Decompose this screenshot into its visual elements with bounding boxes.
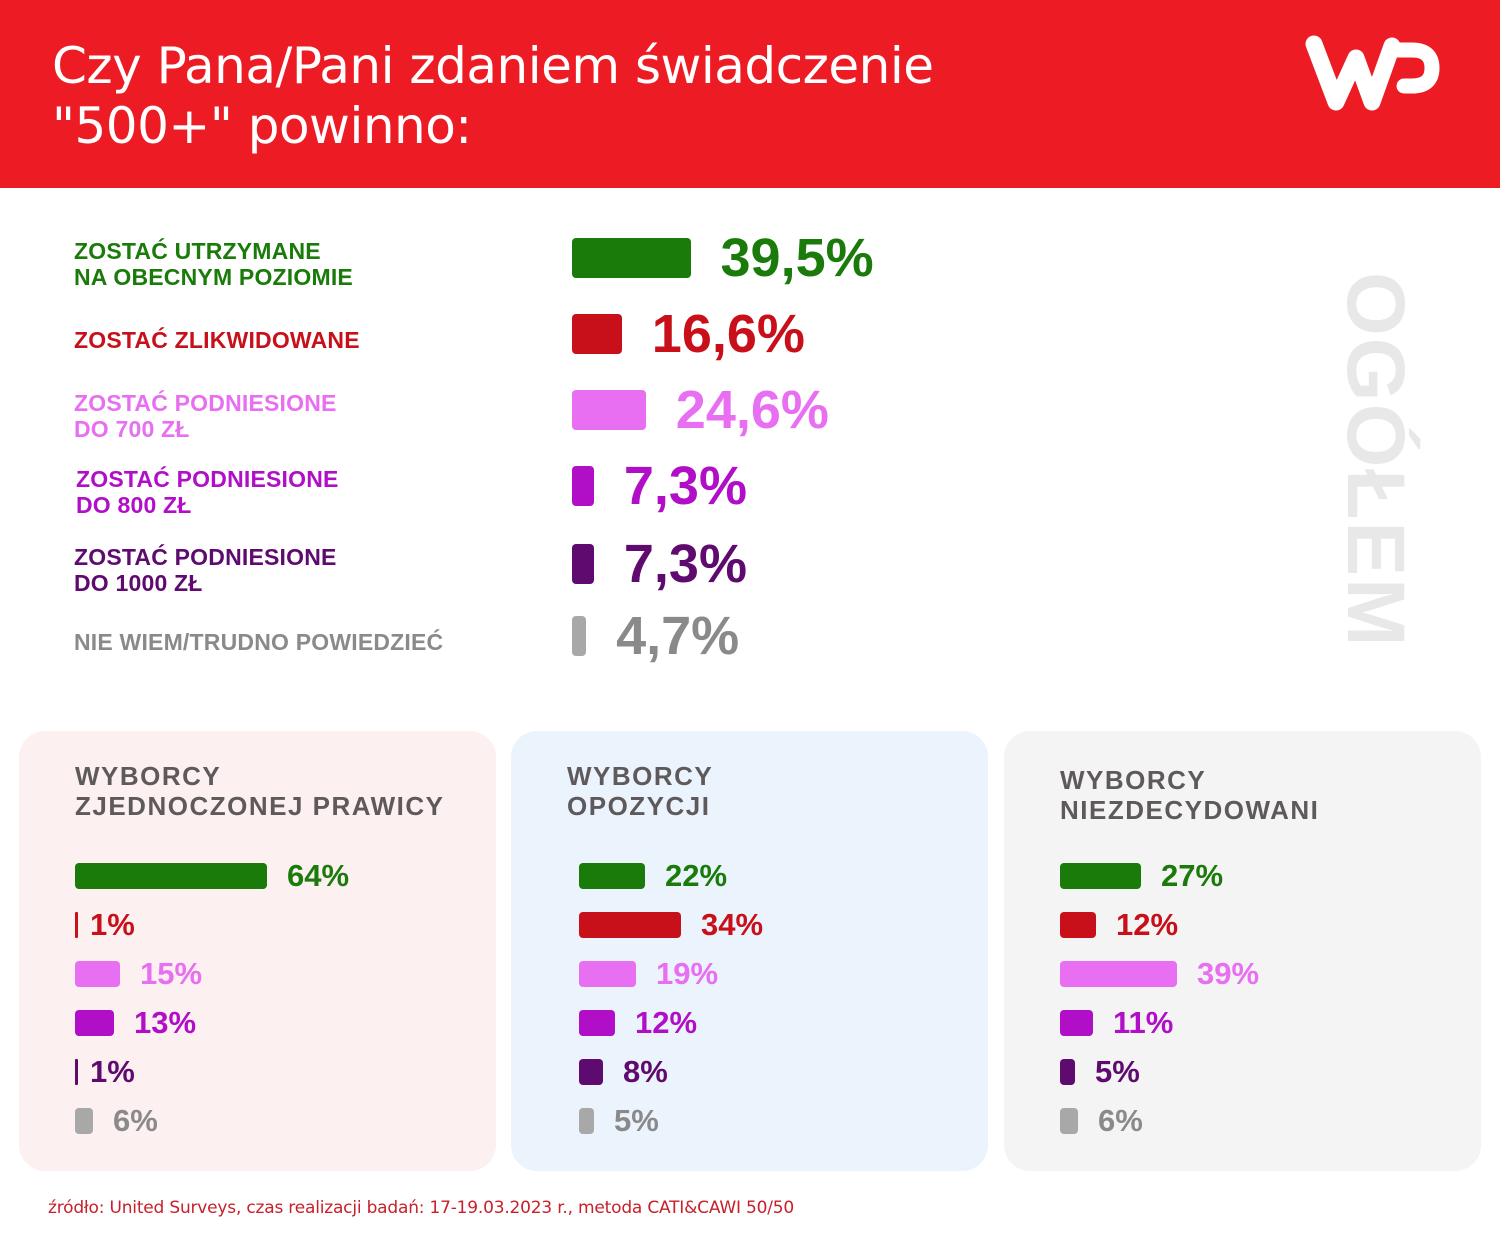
panel-title: WYBORCY ZJEDNOCZONEJ PRAWICY bbox=[75, 761, 445, 821]
value-label: 12% bbox=[1116, 907, 1179, 942]
bar bbox=[1060, 1108, 1078, 1134]
value-label: 1% bbox=[90, 907, 135, 942]
panel-row-abolish: 34% bbox=[579, 907, 999, 942]
panel-row-raise-800: 11% bbox=[1060, 1005, 1480, 1040]
panel-title: WYBORCY OPOZYCJI bbox=[567, 761, 714, 821]
value-label: 8% bbox=[623, 1054, 668, 1089]
overall-row-dont-know: NIE WIEM/TRUDNO POWIEDZIEĆ 4,7% bbox=[0, 608, 1300, 686]
wp-logo-icon bbox=[1305, 35, 1440, 111]
panel-opposition-voters: WYBORCY OPOZYCJI 22% 34% 19% 12% 8% 5% bbox=[511, 731, 988, 1171]
bar bbox=[572, 544, 594, 584]
value-label: 7,3% bbox=[623, 456, 747, 516]
panel-row-raise-800: 12% bbox=[579, 1005, 999, 1040]
panel-row-raise-1000: 5% bbox=[1060, 1054, 1480, 1089]
category-label: ZOSTAĆ UTRZYMANE NA OBECNYM POZIOMIE bbox=[74, 238, 353, 290]
value-label: 6% bbox=[113, 1103, 158, 1138]
source-note: źródło: United Surveys, czas realizacji … bbox=[48, 1198, 794, 1218]
bar bbox=[75, 1108, 93, 1134]
panel-row-keep: 22% bbox=[579, 858, 999, 893]
value-label: 7,3% bbox=[623, 534, 747, 594]
bar bbox=[75, 1059, 78, 1085]
bar bbox=[75, 961, 120, 987]
panel-row-dont-know: 6% bbox=[75, 1103, 495, 1138]
category-label: ZOSTAĆ PODNIESIONE DO 700 ZŁ bbox=[74, 390, 337, 442]
bar bbox=[572, 314, 622, 354]
bar bbox=[1060, 863, 1141, 889]
chart-title: Czy Pana/Pani zdaniem świadczenie "500+"… bbox=[52, 37, 934, 155]
overall-row-raise-1000: ZOSTAĆ PODNIESIONE DO 1000 ZŁ 7,3% bbox=[0, 536, 1300, 614]
value-label: 5% bbox=[1095, 1054, 1140, 1089]
bar bbox=[579, 1010, 615, 1036]
panel-row-dont-know: 5% bbox=[579, 1103, 999, 1138]
bar bbox=[579, 912, 681, 938]
panel-row-dont-know: 6% bbox=[1060, 1103, 1480, 1138]
value-label: 19% bbox=[656, 956, 719, 991]
value-label: 15% bbox=[140, 956, 203, 991]
bar bbox=[579, 1059, 603, 1085]
panel-row-raise-700: 39% bbox=[1060, 956, 1480, 991]
value-label: 1% bbox=[90, 1054, 135, 1089]
panel-row-keep: 64% bbox=[75, 858, 495, 893]
bar bbox=[1060, 1010, 1093, 1036]
bar bbox=[1060, 912, 1096, 938]
category-label: NIE WIEM/TRUDNO POWIEDZIEĆ bbox=[74, 629, 444, 655]
value-label: 64% bbox=[287, 858, 350, 893]
overall-row-abolish: ZOSTAĆ ZLIKWIDOWANE 16,6% bbox=[0, 306, 1300, 384]
category-label: ZOSTAĆ ZLIKWIDOWANE bbox=[74, 327, 360, 353]
bar bbox=[572, 390, 646, 430]
bar bbox=[579, 1108, 594, 1134]
panel-row-abolish: 1% bbox=[75, 907, 495, 942]
bar bbox=[1060, 961, 1177, 987]
bar bbox=[75, 1010, 114, 1036]
category-label: ZOSTAĆ PODNIESIONE DO 1000 ZŁ bbox=[74, 544, 337, 596]
value-label: 6% bbox=[1098, 1103, 1143, 1138]
bar bbox=[579, 863, 645, 889]
value-label: 4,7% bbox=[616, 606, 740, 666]
panel-united-right-voters: WYBORCY ZJEDNOCZONEJ PRAWICY 64% 1% 15% 13%… bbox=[19, 731, 496, 1171]
panel-row-raise-800: 13% bbox=[75, 1005, 495, 1040]
overall-row-keep: ZOSTAĆ UTRZYMANE NA OBECNYM POZIOMIE 39,5… bbox=[0, 230, 1300, 308]
panel-row-raise-700: 15% bbox=[75, 956, 495, 991]
value-label: 13% bbox=[134, 1005, 197, 1040]
value-label: 16,6% bbox=[651, 304, 805, 364]
panel-row-raise-700: 19% bbox=[579, 956, 999, 991]
value-label: 34% bbox=[701, 907, 764, 942]
panel-title: WYBORCY NIEZDECYDOWANI bbox=[1060, 765, 1320, 825]
panel-row-raise-1000: 8% bbox=[579, 1054, 999, 1089]
value-label: 22% bbox=[665, 858, 728, 893]
value-label: 24,6% bbox=[675, 380, 829, 440]
bar bbox=[75, 912, 78, 938]
bar bbox=[572, 616, 587, 656]
overall-chart: ZOSTAĆ UTRZYMANE NA OBECNYM POZIOMIE 39,5… bbox=[0, 188, 1500, 708]
bar bbox=[579, 961, 636, 987]
bar bbox=[75, 863, 267, 889]
header-banner: Czy Pana/Pani zdaniem świadczenie "500+"… bbox=[0, 0, 1500, 188]
category-label: ZOSTAĆ PODNIESIONE DO 800 ZŁ bbox=[76, 466, 339, 518]
bar bbox=[1060, 1059, 1075, 1085]
overall-row-raise-700: ZOSTAĆ PODNIESIONE DO 700 ZŁ 24,6% bbox=[0, 382, 1300, 460]
bar bbox=[572, 466, 594, 506]
panel-undecided-voters: WYBORCY NIEZDECYDOWANI 27% 12% 39% 11% 5% 6% bbox=[1004, 731, 1481, 1171]
value-label: 12% bbox=[635, 1005, 698, 1040]
bar bbox=[572, 238, 691, 278]
value-label: 11% bbox=[1113, 1005, 1174, 1040]
value-label: 5% bbox=[614, 1103, 659, 1138]
panel-row-abolish: 12% bbox=[1060, 907, 1480, 942]
value-label: 27% bbox=[1161, 858, 1224, 893]
panel-row-keep: 27% bbox=[1060, 858, 1480, 893]
value-label: 39,5% bbox=[720, 228, 874, 288]
overall-side-label: OGÓŁEM bbox=[1330, 271, 1421, 649]
panel-row-raise-1000: 1% bbox=[75, 1054, 495, 1089]
overall-row-raise-800: ZOSTAĆ PODNIESIONE DO 800 ZŁ 7,3% bbox=[0, 458, 1300, 536]
value-label: 39% bbox=[1197, 956, 1260, 991]
